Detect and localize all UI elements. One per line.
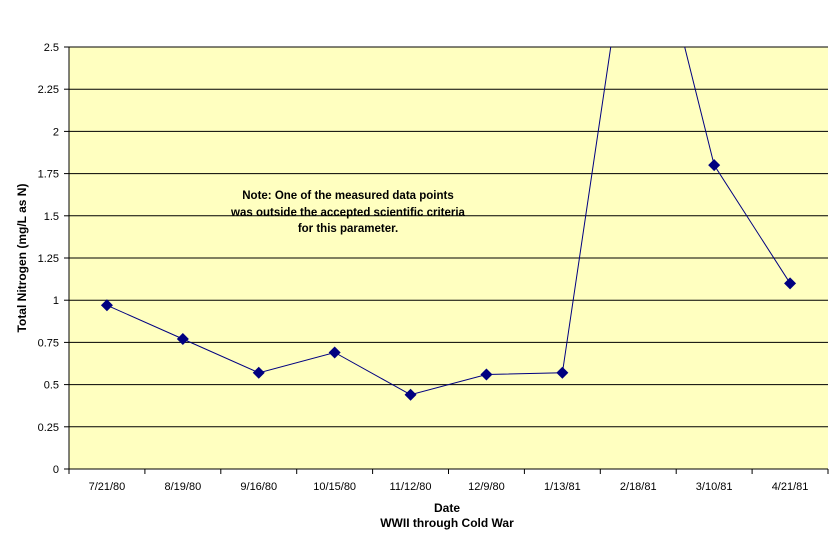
y-tick-label: 2.25 bbox=[38, 84, 59, 96]
y-tick-label: 1.25 bbox=[38, 253, 59, 265]
y-tick-label: 0 bbox=[53, 464, 59, 476]
y-tick-label: 0.25 bbox=[38, 422, 59, 434]
x-tick-label: 8/19/80 bbox=[164, 481, 201, 493]
x-tick-label: 9/16/80 bbox=[240, 481, 277, 493]
chart-note: Note: One of the measured data points wa… bbox=[230, 190, 466, 235]
data-point bbox=[100, 299, 113, 312]
data-point bbox=[404, 388, 417, 401]
series-1 bbox=[100, 47, 797, 401]
y-tick-label: 1 bbox=[53, 295, 59, 307]
data-point bbox=[252, 366, 265, 379]
x-tick-label: 10/15/80 bbox=[313, 481, 356, 493]
x-tick-label: 2/18/81 bbox=[620, 481, 657, 493]
x-axis-title: Date bbox=[434, 501, 460, 515]
x-tick-label: 7/21/80 bbox=[89, 481, 126, 493]
y-tick-label: 1.75 bbox=[38, 169, 59, 181]
data-point bbox=[556, 366, 569, 379]
x-tick-labels: 7/21/80 8/19/80 9/16/80 10/15/80 11/12/80 12/… bbox=[89, 481, 809, 493]
axes bbox=[64, 46, 829, 474]
data-point bbox=[708, 159, 721, 172]
x-tick-label: 1/13/81 bbox=[544, 481, 581, 493]
data-point bbox=[784, 277, 797, 290]
y-tick-label: 0.5 bbox=[44, 380, 59, 392]
y-axis-title: Total Nitrogen (mg/L as N) bbox=[15, 184, 29, 333]
note-line-1: Note: One of the measured data points bbox=[242, 190, 454, 202]
x-tick-label: 12/9/80 bbox=[468, 481, 505, 493]
data-point bbox=[176, 333, 189, 346]
series-line bbox=[106, 47, 791, 396]
x-tick-label: 11/12/80 bbox=[390, 481, 432, 493]
x-tick-label: 3/10/81 bbox=[696, 481, 733, 493]
x-axis-subtitle: WWII through Cold War bbox=[380, 516, 514, 530]
y-tick-label: 2 bbox=[53, 126, 59, 138]
y-tick-label: 2.5 bbox=[44, 42, 59, 54]
y-tick-label: 0.75 bbox=[38, 337, 59, 349]
x-tick-label: 4/21/81 bbox=[772, 481, 809, 493]
note-line-3: for this parameter. bbox=[298, 223, 398, 235]
data-point bbox=[328, 346, 341, 359]
y-tick-labels: 0 0.25 0.5 0.75 1 1.25 1.5 1.75 2 2.25 2.5 bbox=[38, 42, 59, 476]
y-tick-label: 1.5 bbox=[44, 211, 59, 223]
note-line-2: was outside the accepted scientific crit… bbox=[230, 207, 466, 219]
data-point bbox=[480, 368, 493, 381]
